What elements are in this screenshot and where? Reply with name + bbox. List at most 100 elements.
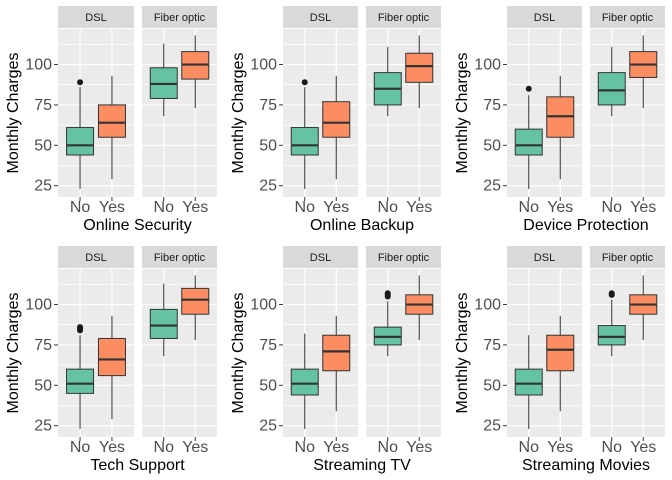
y-tick-label: 75 <box>259 337 277 354</box>
chart-3: DSL No Yes Fiber optic No Yes 25 50 75 100Monthly… <box>454 6 665 234</box>
y-tick-label: 25 <box>34 178 52 195</box>
outlier-point <box>608 290 615 297</box>
y-tick-label: 25 <box>259 178 277 195</box>
box-no <box>597 325 626 346</box>
box-yes <box>322 334 351 372</box>
x-tick-label: Yes <box>99 439 125 456</box>
y-tick-label: 100 <box>474 297 501 314</box>
y-tick-label: 75 <box>259 97 277 114</box>
facet-strip <box>507 246 582 268</box>
x-tick-label: No <box>154 199 175 216</box>
box-no <box>514 368 543 396</box>
y-tick-label: 75 <box>34 97 52 114</box>
x-tick-label: No <box>154 439 175 456</box>
box-no <box>290 127 319 156</box>
x-tick-label: Yes <box>630 439 656 456</box>
x-tick-label: No <box>295 439 316 456</box>
x-tick-label: Yes <box>323 439 349 456</box>
facet-label: DSL <box>310 12 331 24</box>
y-tick-label: 50 <box>483 137 501 154</box>
x-tick-label: No <box>70 199 91 216</box>
x-tick-label: No <box>378 439 399 456</box>
y-tick-label: 75 <box>483 97 501 114</box>
box-no <box>597 72 626 106</box>
facet-strip <box>283 6 358 28</box>
x-tick-label: No <box>295 199 316 216</box>
x-tick-label: Yes <box>406 439 432 456</box>
box-yes <box>97 104 126 138</box>
facet-label: Fiber optic <box>378 252 430 264</box>
y-tick-label: 50 <box>259 377 277 394</box>
panel-background <box>366 269 441 437</box>
y-tick-label: 50 <box>483 377 501 394</box>
x-axis-title: Tech Support <box>90 457 185 474</box>
facet-strip <box>283 246 358 268</box>
box-no <box>66 368 95 394</box>
facet-label: DSL <box>85 12 106 24</box>
y-axis-title: Monthly Charges <box>230 53 247 174</box>
box-yes <box>546 334 575 372</box>
x-tick-label: Yes <box>547 199 573 216</box>
facet-label: Fiber optic <box>602 12 654 24</box>
y-axis-title: Monthly Charges <box>5 293 22 414</box>
x-axis-title: Streaming Movies <box>522 457 650 474</box>
facet-label: Fiber optic <box>378 12 430 24</box>
box-no <box>514 128 543 156</box>
y-tick-label: 25 <box>259 418 277 435</box>
x-tick-label: Yes <box>406 199 432 216</box>
x-tick-label: Yes <box>99 199 125 216</box>
x-tick-label: No <box>602 439 623 456</box>
facet-label: Fiber optic <box>602 252 654 264</box>
x-tick-label: No <box>70 439 91 456</box>
facet-label: DSL <box>85 252 106 264</box>
chart-2: DSL No Yes Fiber optic No Yes 25 50 75 100Monthly… <box>230 6 441 234</box>
facet-label: DSL <box>310 252 331 264</box>
x-tick-label: Yes <box>323 199 349 216</box>
box-yes <box>181 287 210 315</box>
y-tick-label: 50 <box>34 137 52 154</box>
x-tick-label: No <box>378 199 399 216</box>
x-tick-label: Yes <box>630 199 656 216</box>
facet-strip <box>590 246 665 268</box>
x-tick-label: No <box>519 439 540 456</box>
facet-label: Fiber optic <box>154 12 206 24</box>
facet-label: Fiber optic <box>154 252 206 264</box>
y-axis-title: Monthly Charges <box>230 293 247 414</box>
box-yes <box>405 52 434 83</box>
y-tick-label: 100 <box>25 57 52 74</box>
panel-background <box>590 269 665 437</box>
box-yes <box>322 101 351 138</box>
facet-strip <box>58 6 134 28</box>
outlier-point <box>77 324 84 331</box>
facet-strip <box>366 246 441 268</box>
chart-4: DSL No Yes Fiber optic No Yes 25 50 75 100Monthly… <box>5 246 217 474</box>
box-no <box>290 368 319 396</box>
chart-1: DSL No Yes Fiber optic No Yes 25 50 75 100Monthly… <box>5 6 217 234</box>
facet-strip <box>58 246 134 268</box>
x-tick-label: No <box>519 199 540 216</box>
facet-label: DSL <box>534 252 555 264</box>
y-tick-label: 75 <box>34 337 52 354</box>
y-tick-label: 25 <box>34 418 52 435</box>
chart-6: DSL No Yes Fiber optic No Yes 25 50 75 100Monthly… <box>454 246 665 474</box>
x-axis-title: Streaming TV <box>313 457 411 474</box>
box-no <box>66 127 95 156</box>
x-tick-label: No <box>602 199 623 216</box>
facet-strip <box>366 6 441 28</box>
box-no <box>149 308 178 339</box>
box-yes <box>97 337 126 377</box>
y-tick-label: 50 <box>34 377 52 394</box>
facet-label: DSL <box>534 12 555 24</box>
outlier-point <box>384 290 391 297</box>
y-axis-title: Monthly Charges <box>454 293 471 414</box>
x-tick-label: Yes <box>547 439 573 456</box>
facet-strip <box>142 246 217 268</box>
y-axis-title: Monthly Charges <box>5 53 22 174</box>
facet-strip <box>507 6 582 28</box>
y-tick-label: 100 <box>474 57 501 74</box>
y-tick-label: 25 <box>483 178 501 195</box>
facet-strip <box>142 6 217 28</box>
outlier-point <box>301 79 308 86</box>
y-tick-label: 50 <box>259 137 277 154</box>
